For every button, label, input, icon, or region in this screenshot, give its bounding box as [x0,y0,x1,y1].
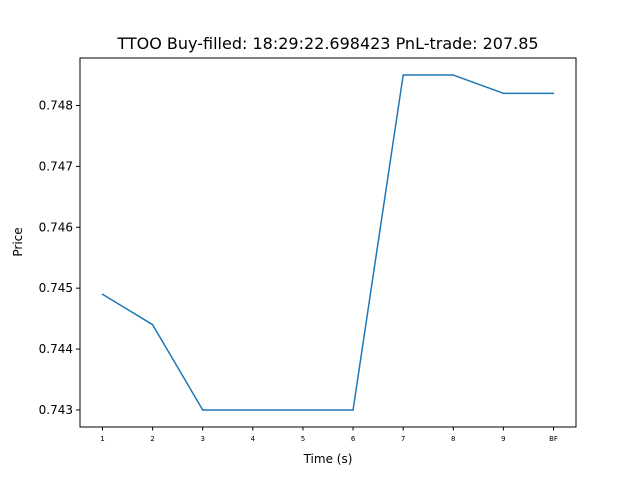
x-tick-label: 2 [150,435,154,443]
y-tick-label: 0.746 [39,220,73,234]
data-point [201,409,204,411]
x-tick-label: 8 [451,435,455,443]
price-series-line [102,74,554,411]
y-tick-label: 0.748 [39,98,73,112]
x-tick-label: 4 [251,435,256,443]
data-point [402,74,404,76]
x-axis: 1 2 3 4 5 6 7 8 9 BF [100,427,558,443]
y-axis-label: Price [11,227,25,256]
x-tick-label: 1 [100,435,104,443]
plot-area [79,57,577,428]
data-point [302,409,304,411]
y-tick-label: 0.743 [39,403,73,417]
data-point [252,409,254,411]
data-point [101,293,104,296]
x-tick-label: 5 [301,435,305,443]
data-point [552,92,555,95]
series-layer [101,74,555,411]
x-axis-label: Time (s) [303,452,353,466]
y-tick-label: 0.747 [39,159,73,173]
chart-title: TTOO Buy-filled: 18:29:22.698423 PnL-tra… [116,34,538,53]
data-point [151,323,154,326]
x-tick-label: 6 [351,435,356,443]
x-tick-label: 7 [401,435,405,443]
x-tick-label: 9 [501,435,505,443]
data-point [502,92,505,95]
x-tick-label: 3 [200,435,204,443]
x-tick-label: BF [549,435,558,443]
plot-frame [79,57,577,428]
y-tick-label: 0.745 [39,281,73,295]
y-tick-label: 0.744 [39,342,73,356]
y-axis: 0.743 0.744 0.745 0.746 0.747 0.748 [39,98,80,417]
data-point [352,409,354,411]
data-point [452,74,455,76]
